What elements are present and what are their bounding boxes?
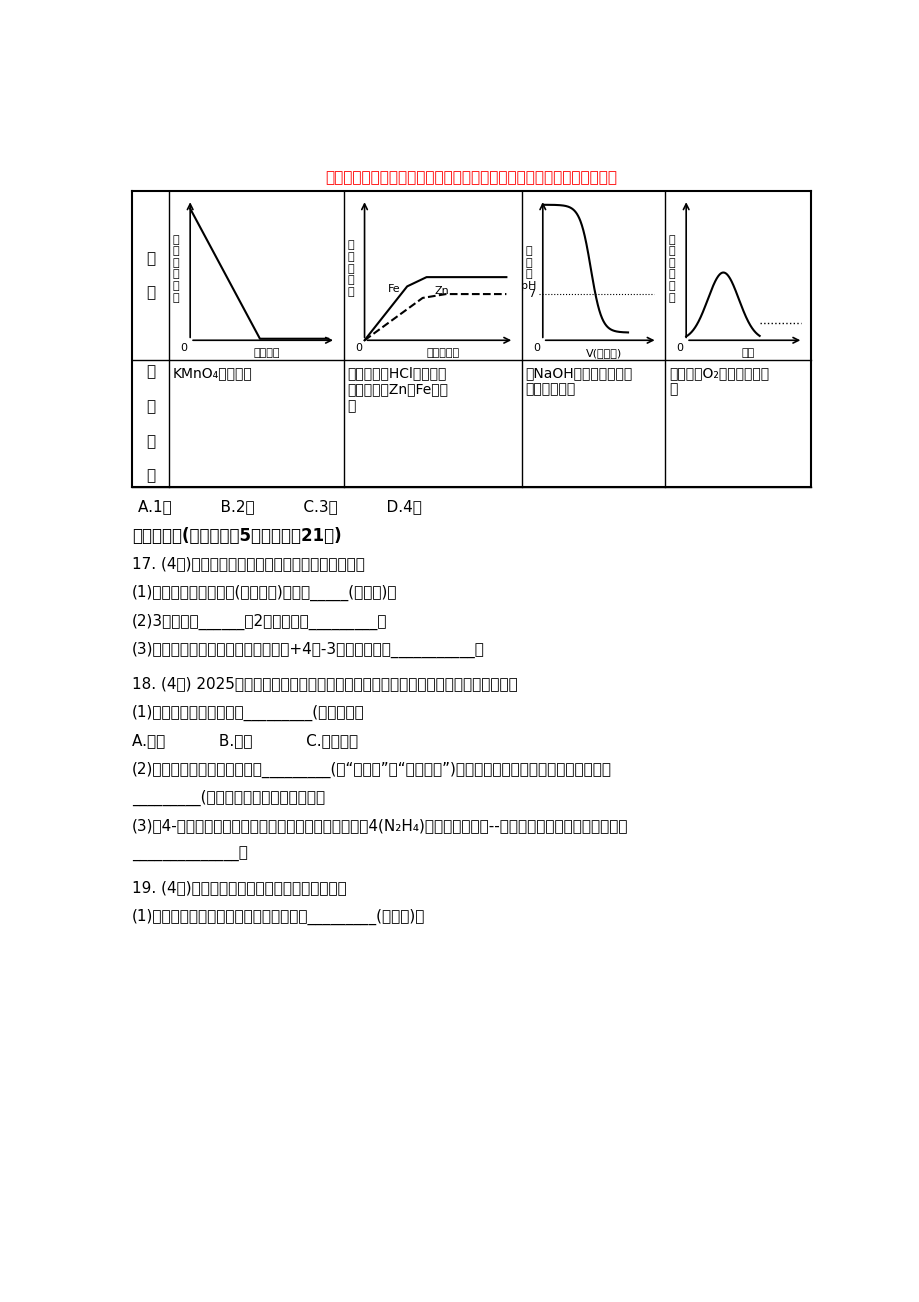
Text: 年寒窗苦读日，只盼金榜题名时，祝你考试拿高分，鲤鱼跳龙门！加油！: 年寒窗苦读日，只盼金榜题名时，祝你考试拿高分，鲤鱼跳龙门！加油！ xyxy=(325,171,617,185)
Text: Zn: Zn xyxy=(434,285,448,296)
Text: 溶
液
的
pH: 溶 液 的 pH xyxy=(520,246,536,292)
Text: 0: 0 xyxy=(180,344,187,353)
Text: (1)下列不属于新能源的是_________(填序号）。: (1)下列不属于新能源的是_________(填序号）。 xyxy=(132,704,365,721)
Text: 反应时间: 反应时间 xyxy=(254,348,280,358)
Text: 二、填空题(本大题包扨5个小题，刑21分): 二、填空题(本大题包扨5个小题，刑21分) xyxy=(132,527,341,546)
Text: 硫在充满O₂的集气瓶中燃
烧: 硫在充满O₂的集气瓶中燃 烧 xyxy=(668,366,768,397)
Text: (2)3个硅原子______；2个氮气分子_________。: (2)3个硅原子______；2个氮气分子_________。 xyxy=(132,613,387,630)
Text: A.1个          B.2个          C.3个          D.4个: A.1个 B.2个 C.3个 D.4个 xyxy=(138,499,422,514)
Text: 0: 0 xyxy=(532,344,539,353)
Text: (2)乙醇是一种生物燃料，它是_________(填“可再生”或“不可再生”)能源。乙醇在空气中完全燃烧生成水和: (2)乙醇是一种生物燃料，它是_________(填“可再生”或“不可再生”)能… xyxy=(132,762,611,777)
Text: A.氢能           B.汽油           C.生物质能: A.氢能 B.汽油 C.生物质能 xyxy=(132,733,357,747)
Text: (3)耧4-空气燃料电池有织应用于汽车工业，其原理是耧4(N₂H₄)与氧气反应生成--种单质和水，反应化学方程式为: (3)耧4-空气燃料电池有织应用于汽车工业，其原理是耧4(N₂H₄)与氧气反应生… xyxy=(132,819,628,833)
Text: 图

像: 图 像 xyxy=(146,251,155,301)
Text: 瓶
内
气
体
温
度: 瓶 内 气 体 温 度 xyxy=(668,234,675,302)
Text: V(稀盐酸): V(稀盐酸) xyxy=(585,348,621,358)
Text: 时间: 时间 xyxy=(741,348,754,358)
Text: 反

应

过

程: 反 应 过 程 xyxy=(146,365,155,483)
Text: (3)氮化硅中硅、氮元素化合价分别为+4和-3，其化学式为___________。: (3)氮化硅中硅、氮元素化合价分别为+4和-3，其化学式为___________… xyxy=(132,642,484,659)
Text: ______________。: ______________。 xyxy=(132,846,247,862)
Text: 氢
气
的
质
量: 氢 气 的 质 量 xyxy=(346,241,354,297)
Text: 金属的质量: 金属的质量 xyxy=(426,348,460,358)
Text: 18. (4分) 2025年长安汽车厂将停止销售传统燃油车，新能源汽车发展成为主要趋势。: 18. (4分) 2025年长安汽车厂将停止销售传统燃油车，新能源汽车发展成为主… xyxy=(132,676,517,691)
Text: (1)硅元素在地壳中含量(质量分数)位居第_____(填数字)。: (1)硅元素在地壳中含量(质量分数)位居第_____(填数字)。 xyxy=(132,585,397,602)
Text: 17. (4分)氮化硅是新型陶瓷材料。用化学用语填空。: 17. (4分)氮化硅是新型陶瓷材料。用化学用语填空。 xyxy=(132,557,365,572)
Text: Fe: Fe xyxy=(388,284,400,294)
Text: 0: 0 xyxy=(355,344,361,353)
Text: _________(写化学式），并放出大量热。: _________(写化学式），并放出大量热。 xyxy=(132,790,324,806)
Text: KMnO₄受热分解: KMnO₄受热分解 xyxy=(173,366,253,380)
Text: 剩
余
固
体
质
量: 剩 余 固 体 质 量 xyxy=(173,234,179,302)
Text: (1)下列矿石主要成分含相同金属元素的是_________(填序号)。: (1)下列矿石主要成分含相同金属元素的是_________(填序号)。 xyxy=(132,909,425,924)
Text: 0: 0 xyxy=(675,344,683,353)
Text: 向NaOH溶液中逐滴加入
稀盐酸至过量: 向NaOH溶液中逐滴加入 稀盐酸至过量 xyxy=(525,366,632,397)
Text: 19. (4分)钓合金、铝合金广泛应用于航空工业。: 19. (4分)钓合金、铝合金广泛应用于航空工业。 xyxy=(132,880,346,894)
Text: 向含等质量HCl的稀盐酸
中分别加入Zn和Fe至过
量: 向含等质量HCl的稀盐酸 中分别加入Zn和Fe至过 量 xyxy=(347,366,448,413)
Text: 7: 7 xyxy=(528,289,535,299)
